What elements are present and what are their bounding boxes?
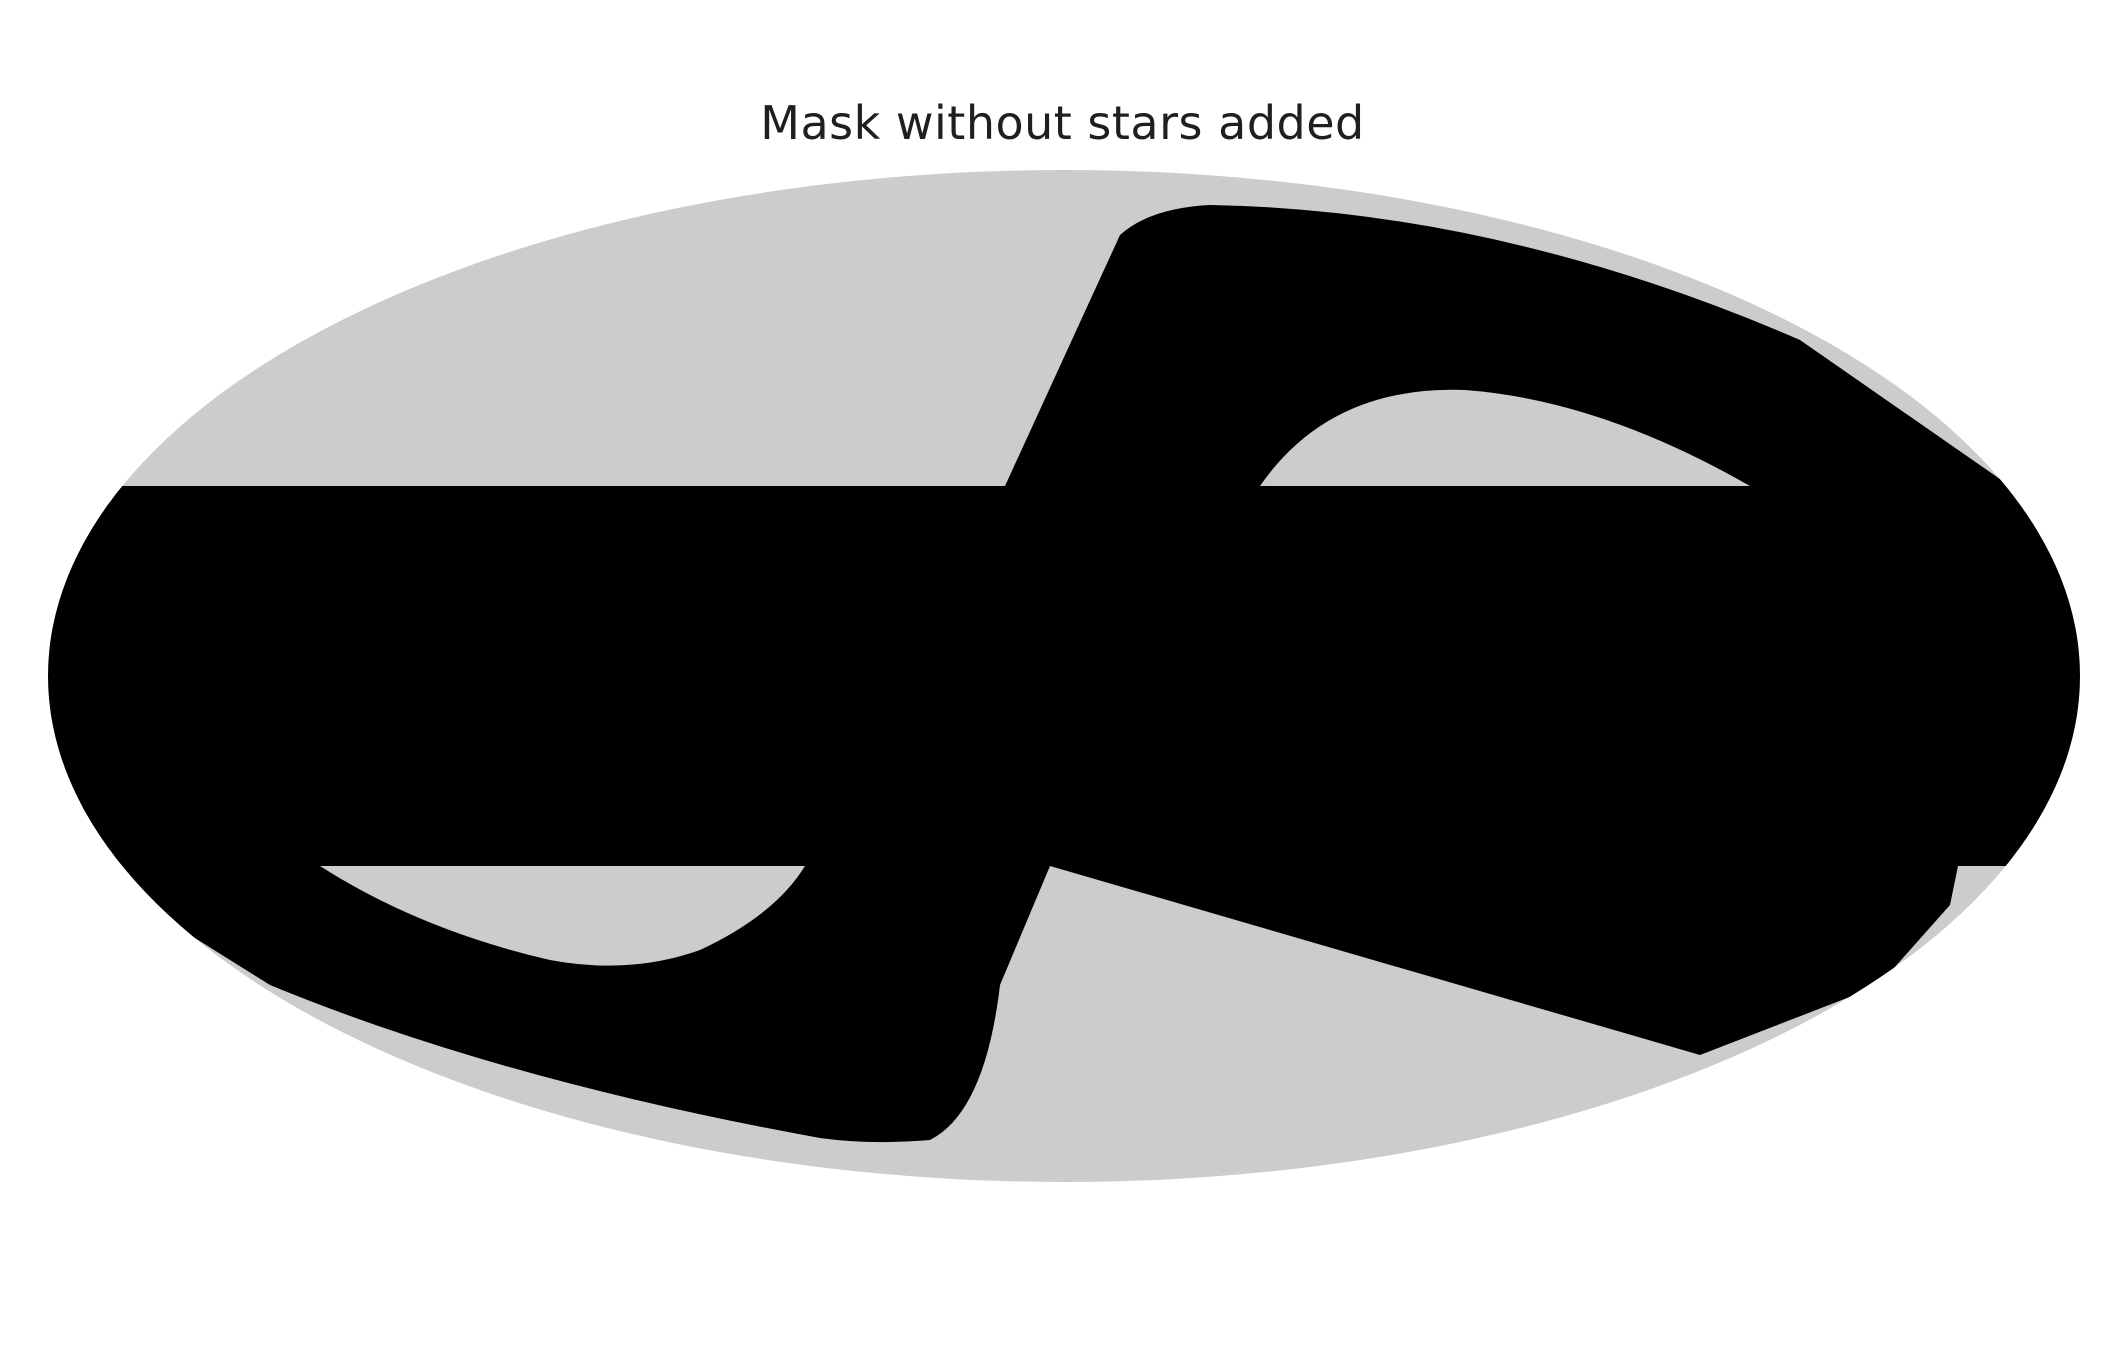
mask-layer xyxy=(48,205,2080,1143)
plane-cut-loop xyxy=(80,205,2010,1143)
figure-title: Mask without stars added xyxy=(760,96,1365,150)
